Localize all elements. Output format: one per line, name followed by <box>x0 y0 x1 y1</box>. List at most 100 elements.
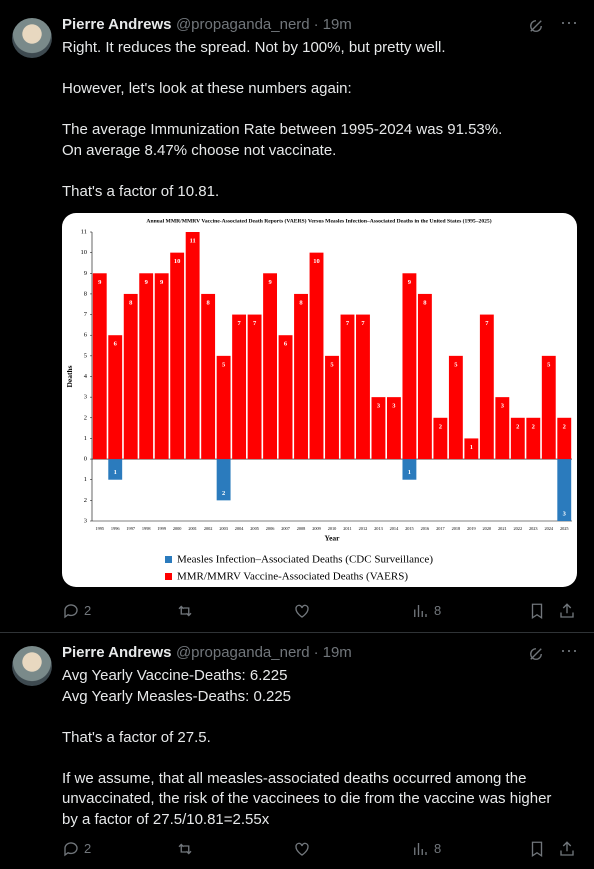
bar <box>371 397 386 460</box>
bar <box>448 355 463 460</box>
legend-swatch <box>165 556 172 563</box>
text-line: That's a factor of 27.5. <box>62 728 211 746</box>
reply-count[interactable]: 2 <box>84 841 92 856</box>
bar-label: 3 <box>501 403 505 410</box>
tweet-header: Pierre Andrews @propaganda_nerd · 19m <box>62 16 352 34</box>
paragraph: That's a factor of 10.81. <box>62 182 582 203</box>
retweet-icon[interactable] <box>176 602 194 620</box>
bar-label: 6 <box>114 341 118 348</box>
bar-label: 5 <box>222 361 226 368</box>
bar-label: 3 <box>377 403 381 410</box>
bar-label: 2 <box>439 423 442 430</box>
y-tick-label: 9 <box>84 270 87 277</box>
x-tick-label: 2025 <box>560 526 569 531</box>
tweet-text: Right. It reduces the spread. Not by 100… <box>62 38 582 223</box>
x-tick-label: 2002 <box>204 526 213 531</box>
views-icon[interactable] <box>411 602 429 620</box>
tweet-text: Avg Yearly Vaccine-Deaths: 6.225 Avg Year… <box>62 666 582 851</box>
bar-label: 1 <box>408 469 411 476</box>
x-tick-label: 2023 <box>529 526 538 531</box>
reply-icon[interactable] <box>62 840 80 858</box>
more-menu[interactable]: ··· <box>560 640 578 660</box>
bar-label: 5 <box>330 361 334 368</box>
reply-icon[interactable] <box>62 602 80 620</box>
author-handle[interactable]: @propaganda_nerd <box>175 16 310 33</box>
bar <box>139 273 154 460</box>
bar <box>170 252 185 460</box>
legend-swatch <box>165 573 172 580</box>
bar <box>108 459 123 480</box>
bar-label: 2 <box>222 490 225 497</box>
reply-icon-glyph <box>64 604 78 619</box>
bar-label: 8 <box>207 299 211 306</box>
timestamp[interactable]: 19m <box>322 16 352 33</box>
x-tick-label: 2017 <box>436 526 445 531</box>
retweet-icon-glyph <box>178 843 192 855</box>
bar-label: 7 <box>346 320 350 327</box>
x-tick-label: 2016 <box>421 526 430 531</box>
x-tick-label: 2009 <box>312 526 321 531</box>
text-line: That's a factor of 10.81. <box>62 182 220 200</box>
bar-label: 9 <box>408 279 412 286</box>
author-name[interactable]: Pierre Andrews <box>62 16 172 33</box>
like-icon[interactable] <box>293 840 311 858</box>
bar <box>557 417 572 460</box>
bar <box>356 314 370 460</box>
views-icon-glyph <box>414 605 427 617</box>
more-menu[interactable]: ··· <box>560 12 578 32</box>
bar-label: 8 <box>423 299 427 306</box>
bar-label: 5 <box>547 361 551 368</box>
x-axis-label: Year <box>325 534 341 543</box>
x-tick-label: 2014 <box>390 526 399 531</box>
x-tick-label: 2018 <box>452 526 461 531</box>
text-line: unvaccinated, the risk of the vaccinees … <box>62 790 552 807</box>
reply-count[interactable]: 2 <box>84 603 92 618</box>
bar <box>541 355 556 460</box>
y-tick-label: 2 <box>84 414 87 421</box>
author-name[interactable]: Pierre Andrews <box>62 644 172 661</box>
bookmark-icon[interactable] <box>528 840 546 858</box>
timestamp[interactable]: 19m <box>322 644 352 661</box>
x-tick-label: 1996 <box>111 526 120 531</box>
x-tick-label: 2013 <box>374 526 383 531</box>
share-icon[interactable] <box>558 602 576 620</box>
bar-label: 9 <box>98 279 102 286</box>
tweet-header: Pierre Andrews @propaganda_nerd · 19m <box>62 644 352 662</box>
author-handle[interactable]: @propaganda_nerd <box>175 644 310 661</box>
like-icon-glyph <box>295 842 309 856</box>
like-icon[interactable] <box>293 602 311 620</box>
legend-label: Measles Infection–Associated Deaths (CDC… <box>177 554 433 566</box>
chart-title: Annual MMR/MMRV Vaccine-Associated Death… <box>146 217 491 224</box>
avatar[interactable] <box>12 646 52 686</box>
y-tick-label: 5 <box>84 352 87 359</box>
media-card[interactable]: Annual MMR/MMRV Vaccine-Associated Death… <box>62 213 577 587</box>
views-icon[interactable] <box>411 840 429 858</box>
share-icon-glyph <box>560 603 574 618</box>
share-icon[interactable] <box>558 840 576 858</box>
x-tick-label: 2024 <box>544 526 553 531</box>
bar-label: 2 <box>516 423 519 430</box>
bar <box>216 355 231 460</box>
bar-label: 2 <box>532 423 535 430</box>
grok-icon[interactable] <box>527 645 545 663</box>
bar-label: 7 <box>485 320 489 327</box>
bar <box>309 252 324 460</box>
retweet-icon[interactable] <box>176 840 194 858</box>
text-line: Avg Yearly Vaccine-Deaths: 6.225 <box>62 667 288 684</box>
y-tick-label: 2 <box>84 497 87 504</box>
bar <box>386 397 401 460</box>
x-tick-label: 2004 <box>235 526 244 531</box>
y-axis-label: Deaths <box>65 365 74 387</box>
x-tick-label: 2005 <box>250 526 259 531</box>
x-tick-label: 2001 <box>188 526 197 531</box>
bar <box>201 293 216 460</box>
avatar[interactable] <box>12 18 52 58</box>
grok-icon[interactable] <box>527 17 545 35</box>
x-tick-label: 1998 <box>142 526 151 531</box>
bar-label: 1 <box>114 469 117 476</box>
view-count[interactable]: 8 <box>434 841 442 856</box>
paragraph: The average Immunization Rate between 19… <box>62 120 582 161</box>
bookmark-icon[interactable] <box>528 602 546 620</box>
view-count[interactable]: 8 <box>434 603 442 618</box>
